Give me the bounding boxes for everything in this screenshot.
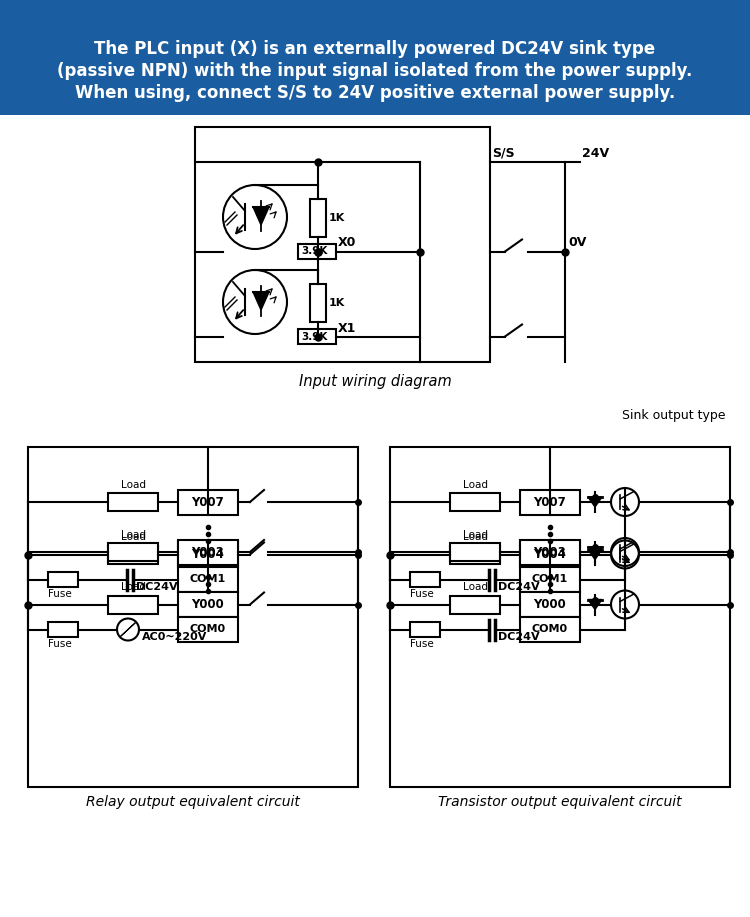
Bar	[410, 622, 440, 637]
Bar	[298, 244, 336, 259]
Bar	[48, 622, 78, 637]
Bar	[520, 567, 580, 592]
Polygon shape	[588, 547, 602, 557]
Bar	[178, 542, 238, 567]
Text: Sink output type: Sink output type	[622, 409, 725, 422]
Bar	[108, 493, 158, 511]
Polygon shape	[253, 207, 269, 225]
Text: COM0: COM0	[532, 624, 568, 635]
Text: Y000: Y000	[534, 598, 566, 611]
Bar	[178, 617, 238, 642]
Text: Load: Load	[463, 533, 488, 543]
Text: Fuse: Fuse	[410, 639, 434, 649]
Bar	[0, 115, 750, 917]
Text: Y007: Y007	[192, 495, 224, 509]
Text: 3.9K: 3.9K	[301, 247, 327, 257]
Bar	[450, 493, 500, 511]
Bar	[108, 543, 158, 561]
Bar	[520, 542, 580, 567]
Polygon shape	[253, 292, 269, 310]
Text: When using, connect S/S to 24V positive external power supply.: When using, connect S/S to 24V positive …	[75, 84, 675, 103]
Bar	[178, 539, 238, 565]
Text: (passive NPN) with the input signal isolated from the power supply.: (passive NPN) with the input signal isol…	[57, 62, 693, 81]
Text: AC0~220V: AC0~220V	[142, 632, 207, 642]
Bar	[450, 546, 500, 564]
Text: Input wiring diagram: Input wiring diagram	[298, 374, 452, 389]
Text: 3.9K: 3.9K	[301, 332, 327, 341]
Text: Fuse: Fuse	[48, 639, 72, 649]
Text: Load: Load	[463, 480, 488, 490]
Text: Y003: Y003	[534, 546, 566, 558]
Bar	[178, 567, 238, 592]
Text: S/S: S/S	[492, 147, 514, 160]
Bar	[178, 592, 238, 617]
Bar	[520, 592, 580, 617]
Bar	[298, 329, 336, 344]
Text: Transistor output equivalent circuit: Transistor output equivalent circuit	[438, 795, 682, 809]
Text: COM1: COM1	[190, 574, 226, 584]
Text: Fuse: Fuse	[410, 589, 434, 599]
Text: COM1: COM1	[532, 574, 568, 584]
Text: Y004: Y004	[533, 548, 566, 561]
Bar	[520, 490, 580, 514]
Bar	[450, 595, 500, 613]
Bar	[390, 447, 730, 787]
Bar	[410, 572, 440, 587]
Text: COM0: COM0	[190, 624, 226, 635]
Polygon shape	[588, 549, 602, 559]
Bar	[450, 543, 500, 561]
Text: Load: Load	[121, 480, 146, 490]
Bar	[195, 127, 490, 362]
Bar	[28, 447, 358, 787]
Text: Load: Load	[463, 582, 488, 592]
Bar	[178, 490, 238, 514]
Bar	[48, 572, 78, 587]
Text: Y000: Y000	[192, 598, 224, 611]
Bar	[520, 539, 580, 565]
Text: Load: Load	[121, 533, 146, 543]
Text: X0: X0	[338, 237, 356, 249]
Text: Fuse: Fuse	[48, 589, 72, 599]
Text: 24V: 24V	[582, 147, 609, 160]
Bar	[520, 617, 580, 642]
Text: DC24V: DC24V	[498, 581, 540, 591]
Text: Load: Load	[121, 530, 146, 540]
Text: X1: X1	[338, 322, 356, 335]
Text: 1K: 1K	[329, 298, 345, 308]
Bar	[310, 284, 326, 322]
Polygon shape	[588, 497, 602, 507]
Text: The PLC input (X) is an externally powered DC24V sink type: The PLC input (X) is an externally power…	[94, 40, 656, 59]
Bar	[0, 0, 750, 115]
Text: Y004: Y004	[191, 548, 224, 561]
Text: Y003: Y003	[192, 546, 224, 558]
Text: 1K: 1K	[329, 213, 345, 223]
Text: Load: Load	[463, 530, 488, 540]
Bar	[108, 546, 158, 564]
Text: 0V: 0V	[568, 237, 586, 249]
Text: Y007: Y007	[534, 495, 566, 509]
Text: DC24V: DC24V	[136, 581, 178, 591]
Text: Relay output equivalent circuit: Relay output equivalent circuit	[86, 795, 300, 809]
Text: DC24V: DC24V	[498, 632, 540, 642]
Text: Load: Load	[121, 582, 146, 592]
Bar	[108, 595, 158, 613]
Polygon shape	[588, 600, 602, 610]
Bar	[310, 199, 326, 237]
